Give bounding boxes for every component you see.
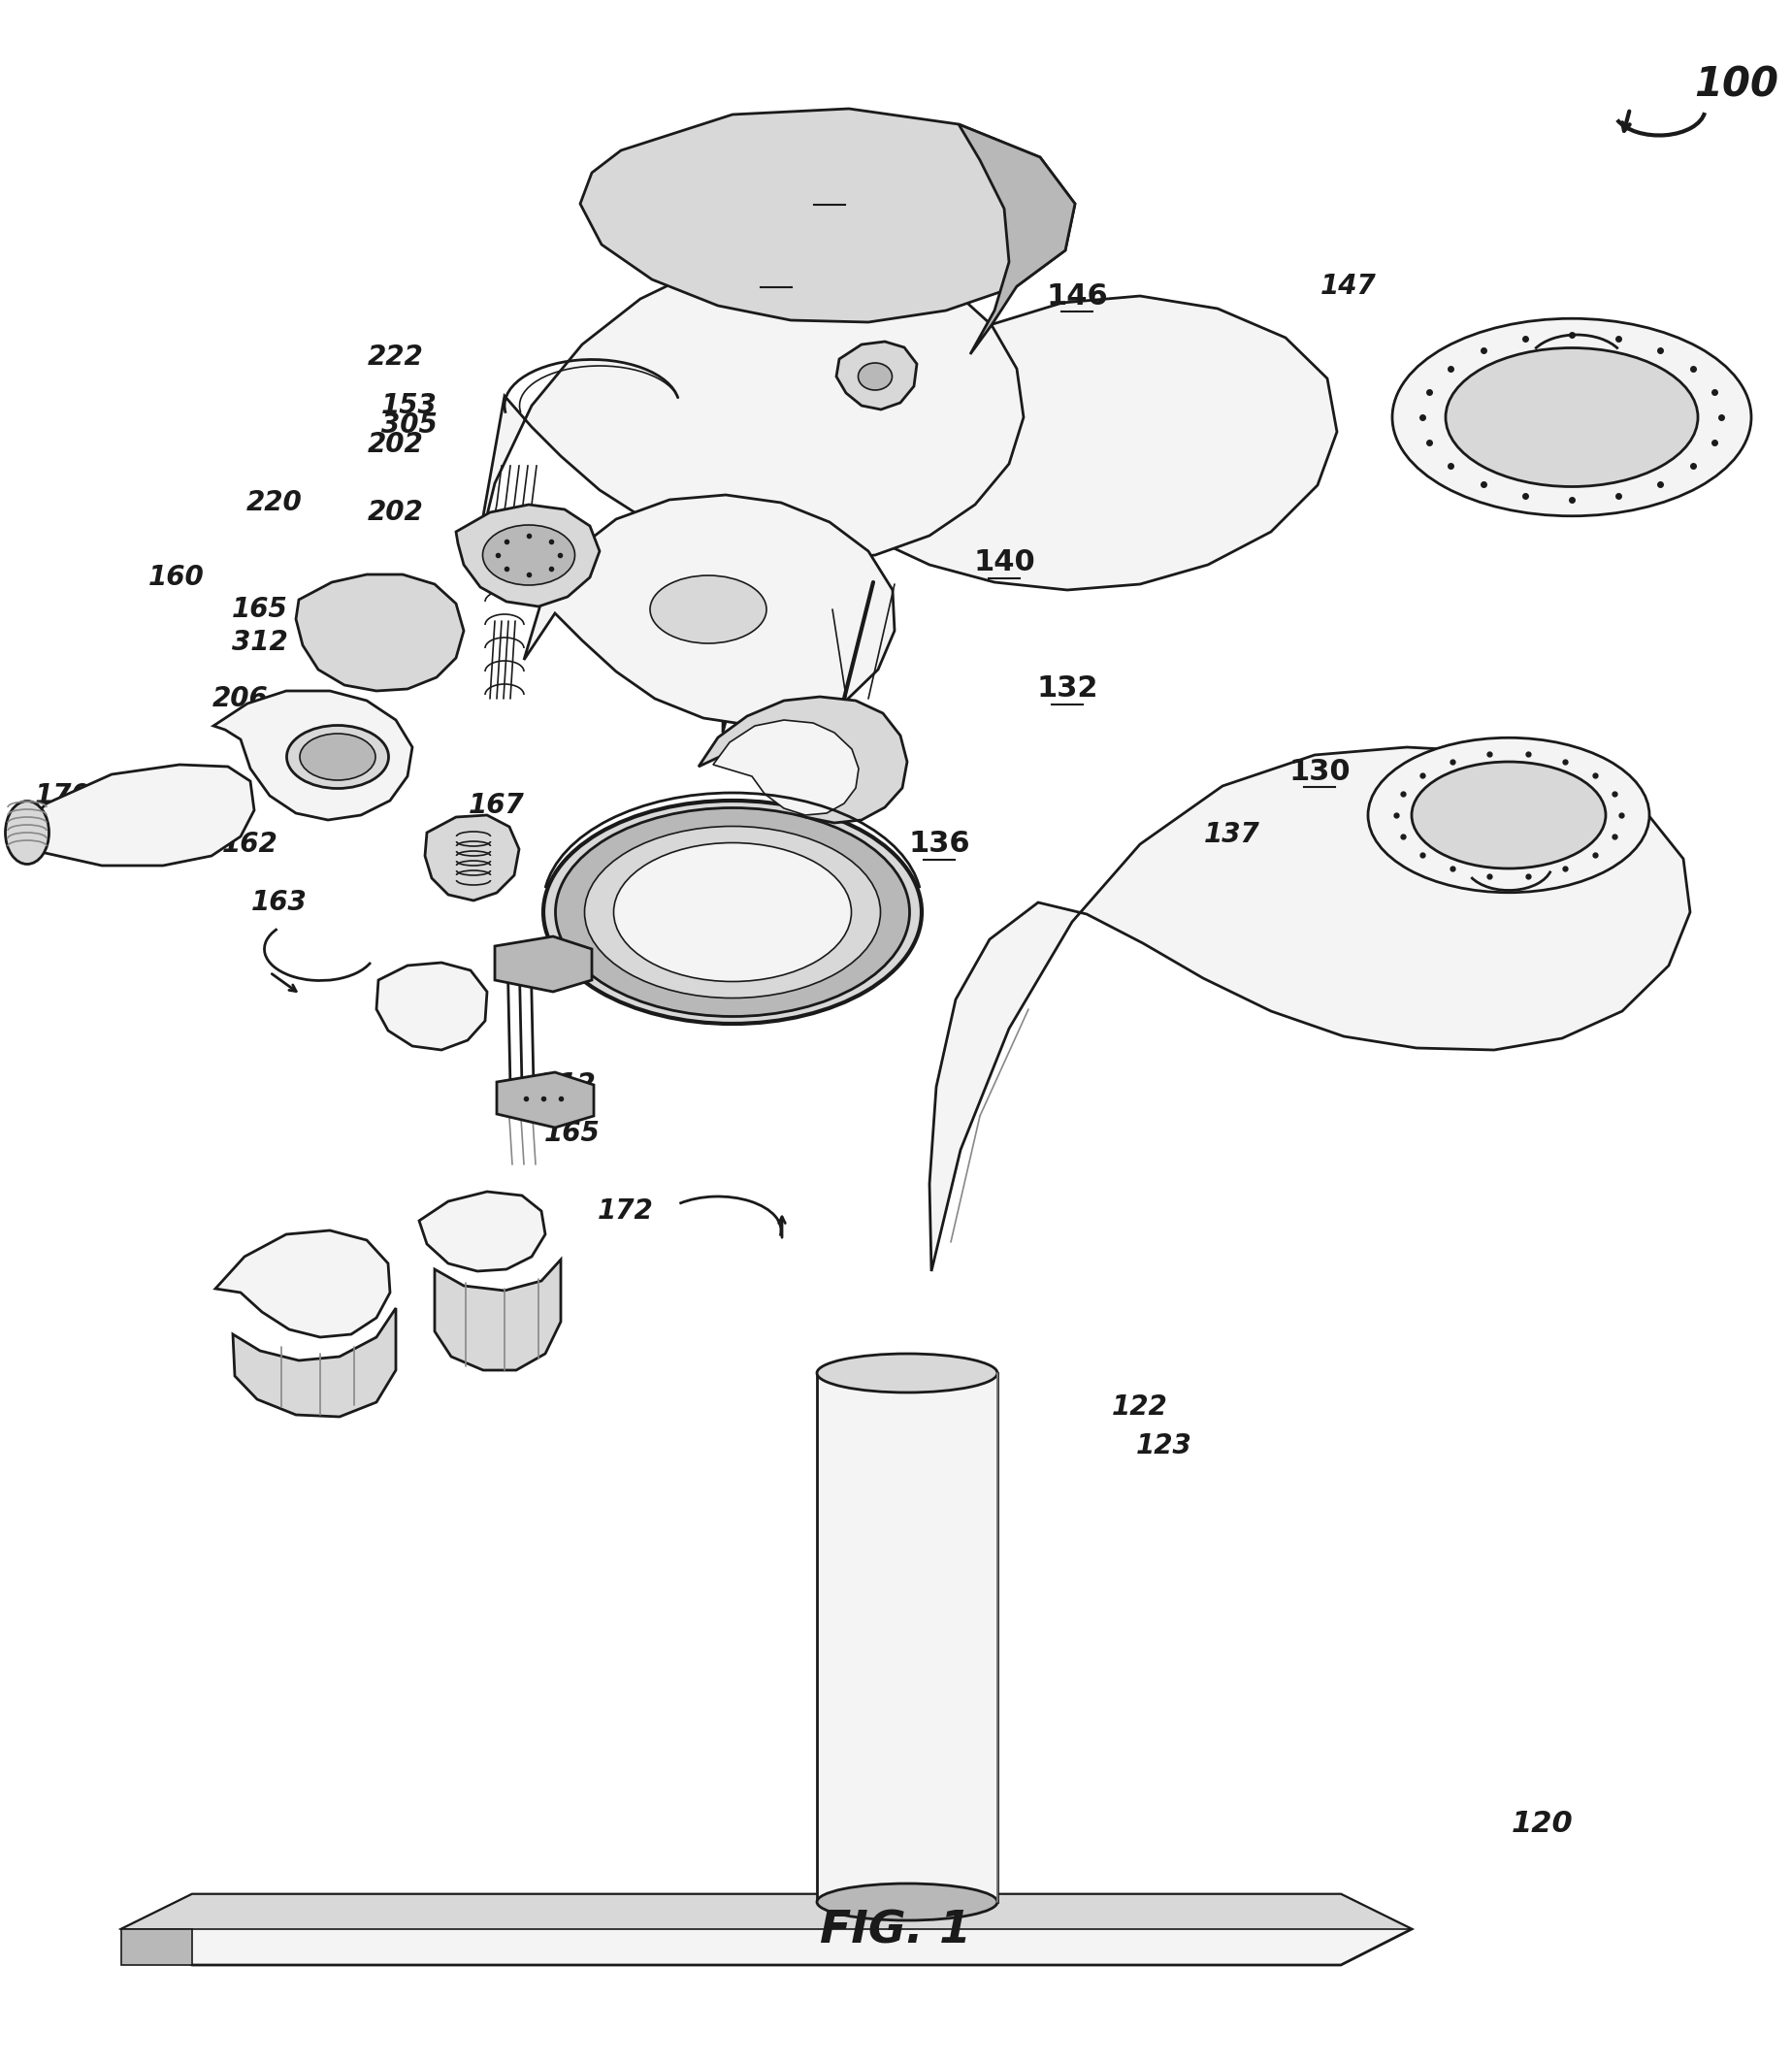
Text: 220: 220	[247, 489, 303, 516]
Polygon shape	[959, 124, 1075, 355]
Text: 122: 122	[1113, 1393, 1168, 1420]
Polygon shape	[817, 1373, 998, 1901]
Ellipse shape	[1446, 349, 1697, 487]
Polygon shape	[495, 937, 591, 991]
Polygon shape	[713, 720, 858, 815]
Polygon shape	[930, 747, 1690, 1271]
Text: 172: 172	[599, 1197, 654, 1224]
Polygon shape	[425, 815, 520, 900]
Text: 132: 132	[1036, 675, 1098, 704]
Text: 163: 163	[251, 890, 308, 916]
Polygon shape	[837, 341, 918, 409]
Text: 120: 120	[1512, 1810, 1573, 1839]
Text: 221: 221	[797, 367, 853, 394]
Text: 211: 211	[749, 545, 805, 572]
Ellipse shape	[1412, 762, 1606, 869]
Text: 110: 110	[801, 906, 858, 933]
Ellipse shape	[817, 1884, 998, 1920]
Polygon shape	[455, 504, 600, 607]
Text: 170: 170	[36, 782, 91, 809]
Text: 160: 160	[149, 563, 204, 590]
Ellipse shape	[482, 524, 575, 584]
Polygon shape	[435, 1259, 561, 1370]
Polygon shape	[419, 1191, 545, 1271]
Ellipse shape	[613, 842, 851, 982]
Text: 146: 146	[1047, 283, 1107, 310]
Text: 305: 305	[382, 411, 437, 440]
Ellipse shape	[299, 733, 376, 780]
Text: 210: 210	[767, 735, 824, 764]
Polygon shape	[581, 109, 1075, 322]
Polygon shape	[122, 1930, 192, 1965]
Polygon shape	[122, 1895, 1412, 1930]
Polygon shape	[473, 252, 1023, 570]
Text: 202: 202	[367, 431, 425, 458]
Text: 136: 136	[909, 830, 969, 859]
Polygon shape	[296, 574, 464, 691]
Text: 167: 167	[470, 793, 525, 819]
Ellipse shape	[858, 363, 892, 390]
Ellipse shape	[556, 807, 910, 1015]
Polygon shape	[523, 495, 894, 727]
Polygon shape	[233, 1309, 396, 1416]
Text: 206: 206	[213, 685, 269, 712]
Text: 150: 150	[745, 258, 806, 285]
Ellipse shape	[5, 801, 48, 865]
Text: FIG. 1: FIG. 1	[819, 1909, 971, 1953]
Polygon shape	[722, 291, 1337, 733]
Polygon shape	[213, 691, 412, 819]
Polygon shape	[376, 962, 487, 1051]
Ellipse shape	[584, 826, 880, 999]
Text: 147: 147	[1321, 272, 1376, 299]
Ellipse shape	[817, 1354, 998, 1393]
Text: 137: 137	[1204, 821, 1260, 848]
Ellipse shape	[650, 576, 767, 644]
Ellipse shape	[1367, 737, 1649, 892]
Text: 165: 165	[231, 596, 289, 623]
Ellipse shape	[287, 724, 389, 788]
Text: 165: 165	[545, 1121, 600, 1148]
Text: 200: 200	[801, 801, 858, 830]
Text: 140: 140	[973, 549, 1036, 578]
Text: 148: 148	[799, 175, 860, 202]
Text: 202: 202	[367, 499, 425, 526]
Text: 100: 100	[1695, 64, 1779, 105]
Polygon shape	[699, 698, 907, 824]
Polygon shape	[18, 764, 254, 865]
Ellipse shape	[1392, 318, 1751, 516]
Text: 312: 312	[539, 1071, 595, 1098]
Text: 123: 123	[1136, 1432, 1192, 1459]
Text: 153: 153	[382, 392, 437, 419]
Text: 312: 312	[231, 630, 289, 656]
Text: 130: 130	[1288, 757, 1351, 786]
Polygon shape	[122, 1895, 1412, 1965]
Ellipse shape	[543, 801, 921, 1024]
Text: 162: 162	[222, 830, 278, 859]
Text: 222: 222	[367, 343, 425, 372]
Polygon shape	[496, 1073, 593, 1127]
Polygon shape	[215, 1230, 391, 1337]
